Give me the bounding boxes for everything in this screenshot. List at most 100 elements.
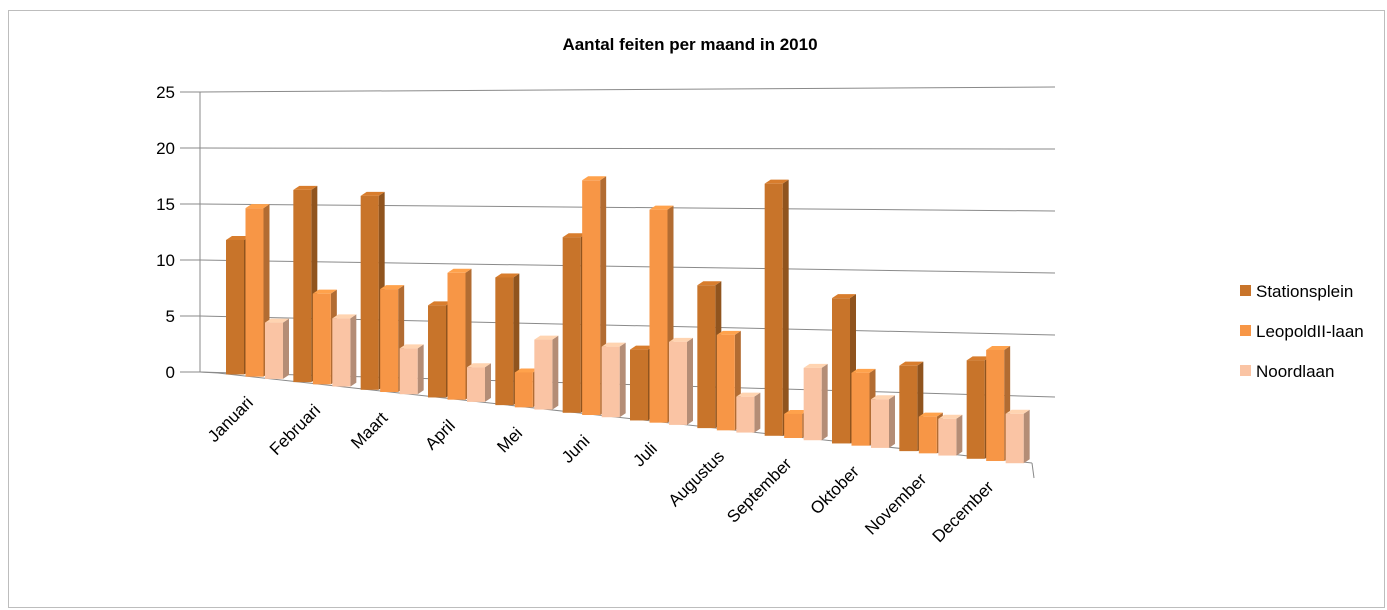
bar-top [669,337,693,342]
bar-top [534,335,559,340]
bar [562,237,581,413]
x-tick-label: Mei [493,424,526,457]
bar-top [697,281,722,286]
bar-top [332,314,357,319]
bar [918,416,937,454]
bar-top [630,345,654,350]
bar [716,334,735,431]
y-tick-label: 15 [156,195,175,214]
x-tick-label: Maart [347,408,391,452]
bar-side [1023,409,1030,464]
bar-top [245,204,270,209]
legend-label: Noordlaan [1256,362,1334,381]
gridline [199,147,1056,150]
bar [293,189,312,383]
bar-top [495,273,520,278]
bar-side [687,337,693,425]
x-tick-label: Oktober [807,462,863,518]
bar [226,239,244,375]
bar [495,277,514,406]
bar [312,293,331,385]
bar-top [265,318,289,323]
bar-top [399,344,424,349]
bar-top [293,185,318,190]
bar [736,396,755,433]
x-tick-label: Januari [204,393,257,446]
bar-top [851,368,876,373]
bar-side [889,395,895,448]
y-axis-tick-labels: 0 5 10 15 20 25 [156,83,175,382]
bar-top [226,235,250,240]
floor-left-edge [199,371,219,374]
bar-top [966,356,991,361]
bar-top [467,363,491,368]
bar [399,348,418,395]
bar-top [582,176,607,181]
x-tick-label: April [421,416,458,453]
bar-series-group [226,176,1030,464]
bar-top [784,409,809,414]
bar [803,367,822,441]
x-tick-label: September [723,454,795,526]
bar-top [428,301,452,306]
bar-top [514,368,539,373]
bar-top [601,342,626,347]
bar-top [716,330,741,335]
bar [832,298,850,444]
bar-side [619,342,626,418]
bar-side [782,179,789,436]
bar [360,195,379,390]
y-tick-label: 20 [156,139,175,158]
legend: Stationsplein LeopoldII-laan Noordlaan [1240,282,1364,381]
bar-top [938,414,963,419]
bar [764,183,783,436]
bar [601,346,620,418]
chart-floor [199,371,1035,479]
bar-side [417,344,424,395]
legend-label: LeopoldII-laan [1256,322,1364,341]
bar [986,349,1005,462]
bar-side [552,335,559,410]
bar-top [312,289,337,294]
legend-label: Stationsplein [1256,282,1353,301]
bar-side [485,363,491,402]
bar [380,289,399,393]
bar-top [736,392,761,397]
bar [899,365,918,452]
bar-top [360,191,385,196]
x-tick-label: Augustus [665,447,729,511]
gridline [199,259,1056,274]
bar [938,418,957,456]
x-tick-label: November [861,469,930,538]
x-tick-label: Februari [266,401,324,459]
bar-top [871,395,895,400]
bar-top [1005,409,1030,414]
bar [669,341,687,425]
floor-front-edge [217,372,1033,464]
bar-side [283,318,289,379]
bar [697,285,716,429]
bar-top [803,363,828,368]
legend-swatch [1240,325,1251,336]
legend-swatch [1240,365,1251,376]
floor-right-edge [1031,462,1035,479]
bar [630,349,648,421]
y-tick-label: 5 [166,307,175,326]
bar [966,360,985,459]
bar-top [832,294,856,299]
bar [332,318,351,387]
bar-side [350,314,357,387]
bar [871,399,889,448]
bar [265,322,283,379]
bar-top [918,412,943,417]
bar [514,372,533,408]
bar-side [821,363,828,441]
bar [1005,413,1024,464]
gridline [199,203,1056,212]
bar [467,367,485,402]
bar [534,339,553,410]
y-tick-label: 10 [156,251,175,270]
gridline [199,86,1056,93]
bar [649,209,668,423]
